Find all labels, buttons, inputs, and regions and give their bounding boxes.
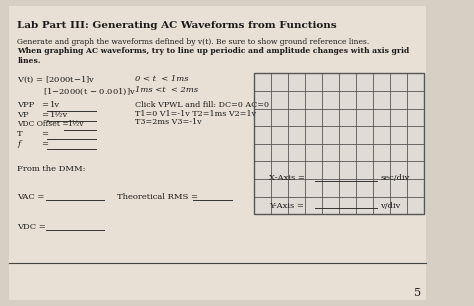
Text: VAC =: VAC = [18,193,45,201]
Text: =: = [41,130,48,138]
Text: Generate and graph the waveforms defined by v(t). Be sure to show ground referen: Generate and graph the waveforms defined… [18,38,370,46]
Text: X-Axis =: X-Axis = [269,174,305,182]
Text: =: = [41,111,48,119]
Text: T1=0 V1=-1v T2=1ms V2=1v: T1=0 V1=-1v T2=1ms V2=1v [135,110,256,118]
Text: T3=2ms V3=-1v: T3=2ms V3=-1v [135,118,201,126]
Text: VDC Offset =: VDC Offset = [18,120,69,128]
Text: lines.: lines. [18,57,41,65]
Text: T: T [18,130,23,138]
Text: Lab Part III: Generating AC Waveforms from Functions: Lab Part III: Generating AC Waveforms fr… [18,21,337,30]
Text: From the DMM:: From the DMM: [18,165,86,173]
Text: [1$-$2000(t $-$ 0.001)]v: [1$-$2000(t $-$ 0.001)]v [44,86,137,97]
Text: =: = [41,101,48,109]
Text: sec/div: sec/div [380,174,410,182]
Text: 1v: 1v [50,101,60,109]
Text: When graphing AC waveforms, try to line up periodic and amplitude changes with a: When graphing AC waveforms, try to line … [18,47,410,55]
Text: 1½v: 1½v [50,111,68,119]
Text: V(t) = [2000t$-$1]v: V(t) = [2000t$-$1]v [18,75,96,85]
Text: 1ms <t  < 2ms: 1ms <t < 2ms [135,86,198,94]
Text: Click VPWL and fill: DC=0 AC=0: Click VPWL and fill: DC=0 AC=0 [135,101,269,109]
FancyBboxPatch shape [9,6,426,300]
Text: =: = [41,140,48,148]
Text: VP: VP [18,111,29,119]
Text: f: f [18,140,20,148]
Text: 1½v: 1½v [67,120,84,128]
Text: 5: 5 [414,288,421,298]
Text: VDC =: VDC = [18,223,46,231]
Text: v/div: v/div [380,202,401,210]
Text: VPP: VPP [18,101,35,109]
Text: 0 < t  < 1ms: 0 < t < 1ms [135,75,188,83]
Text: Theoretical RMS =: Theoretical RMS = [117,193,198,201]
Bar [254,73,424,214]
Text: Y-Axis =: Y-Axis = [269,202,304,210]
